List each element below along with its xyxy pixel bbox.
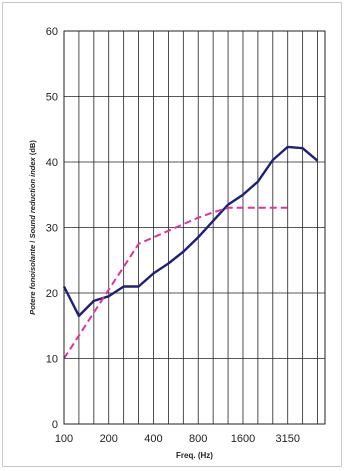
- series-line-solid: [62, 145, 319, 318]
- y-tick-label: 10: [46, 354, 58, 366]
- plot-border: [63, 30, 326, 425]
- y-tick-label: 30: [46, 223, 58, 235]
- y-tick-label: 60: [46, 26, 58, 38]
- y-axis-label-unit: (dB): [28, 140, 37, 158]
- y-axis-label-it: Potere fonoisolante: [28, 245, 37, 315]
- y-tick-label: 20: [46, 288, 58, 300]
- chart-frame: [2, 2, 342, 467]
- x-tick-label: 100: [55, 433, 73, 445]
- x-axis-label: Freq. (Hz): [176, 451, 213, 460]
- x-tick-label: 200: [100, 433, 118, 445]
- y-axis-label: Potere fonoisolante / Sound reduction in…: [28, 140, 37, 315]
- y-tick-label: 40: [46, 157, 58, 169]
- y-tick-label: 50: [46, 92, 58, 104]
- series-line-dashed: [63, 206, 288, 360]
- x-tick-label: 1600: [231, 433, 255, 445]
- y-axis-label-en: Sound reduction index: [28, 156, 37, 238]
- x-tick-label: 800: [189, 433, 207, 445]
- x-tick-label: 400: [144, 433, 162, 445]
- y-tick-label: 0: [52, 419, 58, 431]
- y-tick-labels: 0 10 20 30 40 50 60: [46, 26, 58, 431]
- grid-lines: [64, 31, 325, 424]
- x-tick-label: 3150: [275, 433, 299, 445]
- y-axis-label-sep: /: [28, 239, 37, 245]
- series-group: [62, 145, 319, 360]
- x-tick-labels: 100 200 400 800 1600 3150: [55, 433, 300, 445]
